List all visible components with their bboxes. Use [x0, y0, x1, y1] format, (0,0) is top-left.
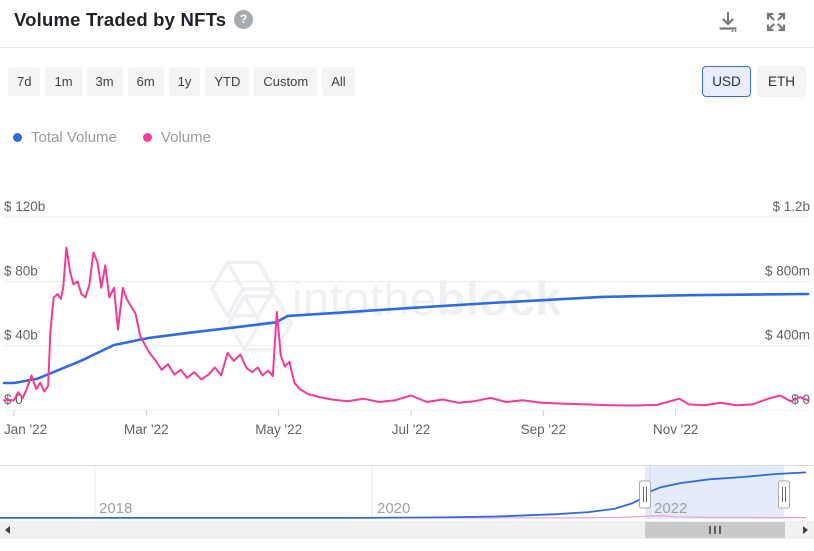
page-title: Volume Traded by NFTs: [14, 9, 227, 30]
navigator-series-line: [0, 515, 807, 519]
y-left-tick-label: $ 40b: [4, 328, 38, 343]
range-button-6m[interactable]: 6m: [127, 67, 164, 96]
currency-usd-button[interactable]: USD: [702, 66, 751, 97]
x-tick-label: Jul '22: [392, 422, 431, 437]
legend-item-total-volume[interactable]: Total Volume: [13, 129, 117, 146]
range-button-7d[interactable]: 7d: [8, 67, 41, 96]
navigator-left-handle[interactable]: [639, 480, 651, 509]
scrollbar-left-arrow-icon[interactable]: [0, 521, 17, 539]
legend-label: Volume: [160, 129, 211, 146]
x-tick-label: Nov '22: [653, 422, 698, 437]
range-button-all[interactable]: All: [322, 67, 355, 96]
series-line-total-volume: [2, 292, 810, 385]
x-tick-label: Jan '22: [4, 422, 47, 437]
watermark-brand-text: intotheblock: [292, 272, 562, 325]
currency-eth-button[interactable]: ETH: [757, 66, 806, 97]
range-button-1m[interactable]: 1m: [45, 67, 82, 96]
main-chart-plot-area[interactable]: $ 120b $ 1.2b$ 80b $ 800m$ 40b $ 400m$ 0 $ 0…: [0, 189, 814, 451]
x-tick-label: Sep '22: [521, 422, 566, 437]
legend-label: Total Volume: [31, 129, 117, 146]
legend-dot-icon: [13, 133, 22, 142]
navigator-right-handle[interactable]: [778, 480, 790, 509]
y-right-tick-label: $ 1.2b: [772, 199, 810, 214]
intotheblock-watermark: intotheblock: [209, 260, 562, 352]
series-line-volume: [3, 246, 809, 407]
x-tick-label: May '22: [255, 422, 302, 437]
horizontal-scrollbar[interactable]: [0, 521, 814, 539]
legend-dot-icon: [142, 133, 152, 142]
legend: Total Volume Volume: [13, 129, 211, 146]
y-right-tick-label: $ 400m: [765, 328, 810, 343]
navigator-year-label: 2020: [377, 500, 410, 517]
y-left-tick-label: $ 80b: [4, 263, 38, 278]
scrollbar-thumb[interactable]: [645, 522, 785, 538]
range-button-custom[interactable]: Custom: [254, 67, 318, 96]
y-left-tick-label: $ 120b: [4, 199, 45, 214]
download-icon[interactable]: [716, 10, 740, 34]
y-right-tick-label: $ 800m: [765, 263, 810, 278]
range-button-ytd[interactable]: YTD: [205, 67, 250, 96]
navigator-year-label: 2018: [99, 500, 132, 517]
handle-grip-icon[interactable]: [778, 480, 790, 509]
watermark-cube-icon: [209, 260, 277, 318]
legend-item-volume[interactable]: Volume: [142, 129, 211, 146]
handle-grip-icon[interactable]: [639, 480, 651, 509]
navigator-year-label: 2022: [654, 500, 687, 517]
watermark-cube-icon: [226, 294, 294, 352]
navigator-mini-chart[interactable]: 2018 2020 2022: [0, 465, 814, 520]
navigator-series-line: [0, 471, 807, 519]
y-right-tick-label: $ 0: [791, 392, 810, 407]
scrollbar-right-arrow-icon[interactable]: [797, 521, 814, 539]
header-divider: [0, 47, 814, 48]
range-button-1y[interactable]: 1y: [168, 67, 201, 96]
range-button-3m[interactable]: 3m: [86, 67, 123, 96]
help-icon[interactable]: ?: [234, 10, 253, 29]
fullscreen-expand-icon[interactable]: [764, 10, 788, 34]
time-range-selector: 7d 1m 3m 6m 1y YTD Custom All: [8, 66, 355, 97]
x-tick-label: Mar '22: [124, 422, 169, 437]
header: Volume Traded by NFTs ?: [0, 0, 814, 47]
